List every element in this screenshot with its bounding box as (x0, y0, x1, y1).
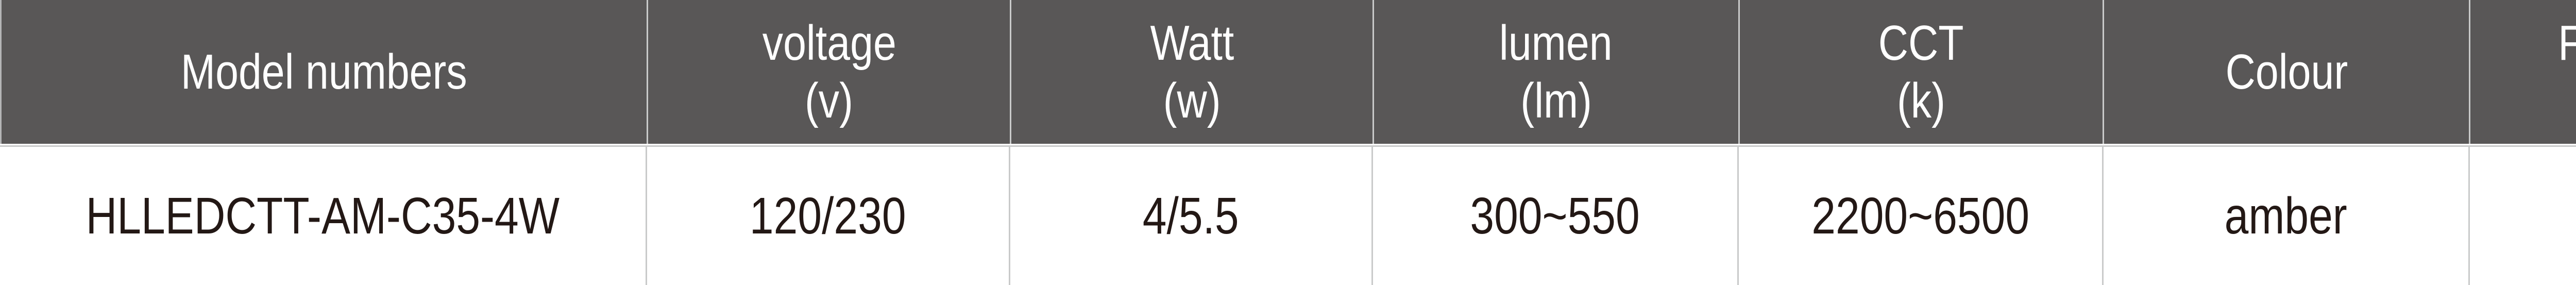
value-cct: 2200~6500 (1811, 187, 2029, 245)
header-cell-colour: Colour (2103, 0, 2469, 144)
header-unit-lumen: (lm) (1520, 73, 1592, 128)
data-cell-filaments-count: 4 (2468, 147, 2576, 285)
header-label-lumen: lumen (1499, 15, 1613, 71)
value-lumen: 300~550 (1470, 187, 1640, 245)
header-separator-rule (0, 145, 2576, 147)
header-unit-cct: (k) (1896, 73, 1945, 128)
value-voltage: 120/230 (750, 187, 906, 245)
table-data-row: HLLEDCTT-AM-C35-4W 120/230 4/5.5 300~550… (0, 147, 2576, 285)
data-cell-lumen: 300~550 (1371, 147, 1737, 285)
data-cell-watt: 4/5.5 (1009, 147, 1371, 285)
header-cell-cct: CCT (k) (1738, 0, 2103, 144)
header-cell-watt: Watt (w) (1010, 0, 1372, 144)
header-separator-gap (0, 144, 2576, 145)
data-cell-colour: amber (2102, 147, 2468, 285)
table-header-row: Model numbers voltage (v) Watt (w) lumen… (0, 0, 2576, 144)
header-cell-lumen: lumen (lm) (1372, 0, 1738, 144)
header-cell-model-numbers: Model numbers (2, 0, 647, 144)
data-cell-cct: 2200~6500 (1737, 147, 2102, 285)
header-label-model-numbers: Model numbers (181, 44, 468, 99)
header-unit-watt: (w) (1163, 73, 1221, 128)
value-watt: 4/5.5 (1143, 187, 1239, 245)
value-model-number: HLLEDCTT-AM-C35-4W (86, 187, 560, 245)
value-colour: amber (2224, 187, 2348, 245)
header-label-cct: CCT (1878, 15, 1964, 71)
header-unit-voltage: (v) (805, 73, 854, 128)
data-cell-model-numbers: HLLEDCTT-AM-C35-4W (0, 147, 646, 285)
header-label-filaments: Filaments (2558, 14, 2576, 72)
header-cell-filaments-count: Filaments Count (2468, 0, 2576, 144)
header-label-voltage: voltage (762, 15, 896, 71)
header-label-watt: Watt (1150, 15, 1234, 71)
data-cell-voltage: 120/230 (646, 147, 1009, 285)
header-label-colour: Colour (2225, 44, 2348, 99)
header-cell-voltage: voltage (v) (647, 0, 1010, 144)
